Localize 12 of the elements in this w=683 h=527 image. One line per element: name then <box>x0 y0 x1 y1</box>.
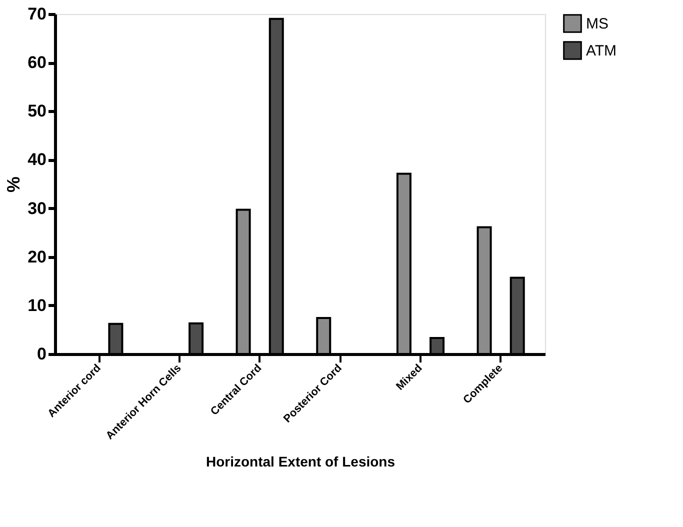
y-axis-title: % <box>4 176 24 193</box>
x-axis-title: Horizontal Extent of Lesions <box>206 453 396 470</box>
y-tick-label: 30 <box>28 198 46 218</box>
y-tick-label: 20 <box>28 247 46 266</box>
y-tick-label: 40 <box>28 150 46 170</box>
legend-label: ATM <box>586 42 617 60</box>
legend-label: MS <box>586 16 608 32</box>
y-tick-label: 10 <box>28 296 46 315</box>
y-tick-label: 50 <box>28 102 46 121</box>
y-tick-label: 0 <box>37 344 46 364</box>
y-tick-label: 70 <box>28 4 46 24</box>
y-tick-label: 60 <box>28 53 46 72</box>
